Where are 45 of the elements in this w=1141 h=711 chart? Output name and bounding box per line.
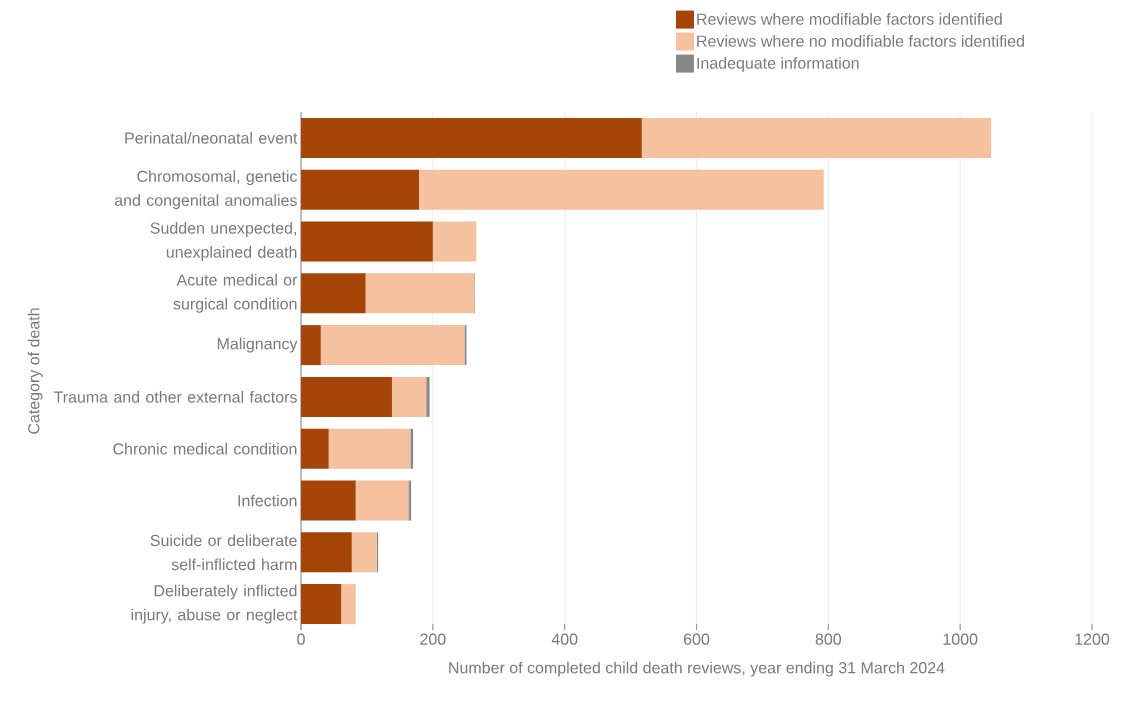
x-tick-label: 200	[420, 633, 446, 645]
bar	[355, 480, 409, 521]
bar	[328, 428, 411, 469]
bar	[426, 376, 430, 417]
legend-label: Inadequate information	[697, 57, 859, 72]
bar	[432, 221, 477, 262]
y-tick-label: Acute medical or surgical condition	[173, 273, 298, 313]
bar	[301, 584, 342, 625]
x-tick-label: 0	[297, 633, 305, 645]
x-tick-label: 400	[551, 633, 578, 645]
bar	[301, 325, 321, 366]
bar	[301, 480, 356, 521]
x-tick-label: 1200	[1075, 633, 1110, 645]
bar	[320, 325, 465, 366]
x-tick-label: 600	[683, 633, 710, 645]
bar	[391, 376, 427, 417]
bar	[365, 273, 475, 314]
bar	[301, 221, 433, 262]
bar	[301, 428, 329, 469]
bar	[418, 169, 824, 210]
y-axis-title: Category of death	[27, 308, 43, 434]
y-tick-label: Malignancy	[217, 337, 298, 353]
y-tick-label: Trauma and other external factors	[53, 391, 297, 403]
legend-label: Reviews where no modifiable factors identified	[697, 35, 1024, 47]
y-tick-label: Chronic medical condition	[113, 442, 297, 455]
y-tick-label: Perinatal/neonatal event	[125, 132, 298, 144]
y-tick-label: Infection	[238, 494, 297, 507]
bar	[351, 532, 377, 573]
y-tick-label: Sudden unexpected, unexplained death	[150, 222, 297, 261]
y-tick-label: Deliberately inflicted injury, abuse or neglect	[131, 584, 298, 624]
bar	[408, 480, 412, 521]
y-tick-label: Suicide or deliberate self-inflicted harm	[150, 534, 297, 571]
legend-label: Reviews where modifiable factors identified	[697, 13, 1002, 25]
bar	[641, 117, 992, 158]
bar	[301, 117, 642, 158]
bar	[410, 428, 414, 469]
x-tick-label: 800	[815, 633, 842, 645]
bar	[301, 169, 419, 210]
bar	[341, 584, 356, 625]
bar	[301, 532, 352, 573]
y-tick-label: Chromosomal, genetic and congenital anomalies	[114, 170, 298, 210]
bar	[301, 376, 392, 417]
x-axis-title: Number of completed child death reviews, year ending 31 March 2024	[449, 661, 945, 677]
x-tick-label: 1000	[943, 633, 978, 645]
bar	[301, 273, 366, 314]
